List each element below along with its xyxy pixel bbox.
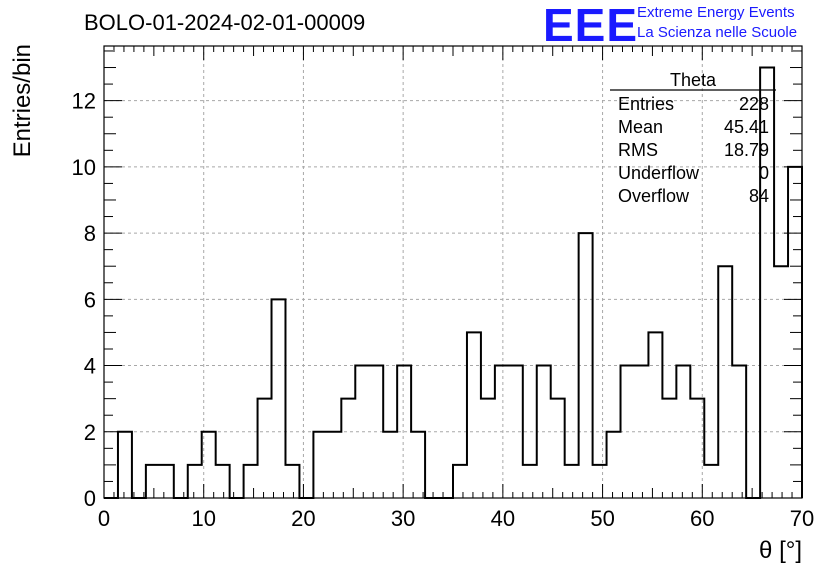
y-tick-label: 10	[72, 155, 96, 180]
plot-frame	[103, 45, 803, 499]
y-tick-label: 4	[84, 354, 96, 379]
histogram-bin	[411, 432, 425, 498]
histogram-bin	[258, 399, 272, 498]
x-tick-label: 40	[491, 506, 515, 531]
y-tick-label: 0	[84, 486, 96, 511]
histogram-bin	[341, 399, 355, 498]
histogram-bin	[593, 465, 607, 498]
histogram-bin	[146, 465, 160, 498]
stats-title: Theta	[670, 70, 717, 90]
tick-labels: 0 10 20 30 40 50 60 70 0 2 4 6 8 10 12	[72, 89, 815, 531]
histogram-bin	[327, 432, 341, 498]
histogram-bin	[118, 432, 132, 498]
stats-entries-label: Entries	[618, 94, 674, 114]
histogram-bin	[313, 432, 327, 498]
x-tick-label: 0	[98, 506, 110, 531]
histogram-bin	[704, 465, 718, 498]
logo-tagline-2: La Scienza nelle Scuole	[637, 24, 798, 41]
axis-ticks	[103, 46, 803, 499]
histogram-bin	[216, 465, 230, 498]
histogram-bin	[551, 399, 565, 498]
histogram-outline	[104, 66, 803, 499]
histogram-bin	[285, 465, 299, 498]
stats-overflow-value: 84	[749, 186, 769, 206]
y-tick-label: 8	[84, 221, 96, 246]
x-tick-label: 10	[191, 506, 215, 531]
histogram-bin	[453, 465, 467, 498]
histogram-bin	[467, 332, 481, 498]
histogram-bin	[607, 432, 621, 498]
histogram-bin	[718, 266, 732, 498]
stats-box: Theta Entries 228 Mean 45.41 RMS 18.79 U…	[610, 70, 776, 206]
grid	[104, 46, 802, 498]
histogram-bin	[272, 299, 286, 498]
stats-overflow-label: Overflow	[618, 186, 690, 206]
stats-mean-label: Mean	[618, 117, 663, 137]
x-tick-label: 20	[291, 506, 315, 531]
histogram-bin	[188, 465, 202, 498]
x-tick-label: 70	[790, 506, 814, 531]
histogram-bin	[481, 399, 495, 498]
histogram-bin	[774, 266, 788, 498]
y-axis-label: Entries/bin	[9, 44, 36, 157]
y-tick-label: 12	[72, 89, 96, 114]
histogram-bin	[648, 332, 662, 498]
logo-tagline-1: Extreme Energy Events	[637, 4, 795, 21]
eee-logo-mark: EEE	[543, 0, 639, 51]
stats-mean-value: 45.41	[724, 117, 769, 137]
x-tick-label: 30	[391, 506, 415, 531]
stats-underflow-value: 0	[759, 163, 769, 183]
stats-underflow-label: Underflow	[618, 163, 700, 183]
stats-entries-value: 228	[739, 94, 769, 114]
histogram-bin	[383, 432, 397, 498]
histogram-bars	[104, 66, 803, 499]
histogram-bin	[565, 465, 579, 498]
stats-rms-value: 18.79	[724, 140, 769, 160]
x-axis-label: θ [°]	[759, 537, 802, 564]
histogram-bin	[160, 465, 174, 498]
eee-logo: EEE Extreme Energy Events La Scienza nel…	[543, 0, 833, 51]
y-tick-label: 6	[84, 287, 96, 312]
histogram-bin	[244, 465, 258, 498]
x-tick-label: 50	[590, 506, 614, 531]
stats-rms-label: RMS	[618, 140, 658, 160]
run-title: BOLO-01-2024-02-01-00009	[84, 10, 366, 35]
x-tick-label: 60	[690, 506, 714, 531]
y-tick-label: 2	[84, 420, 96, 445]
histogram-bin	[662, 399, 676, 498]
histogram-bin	[523, 465, 537, 498]
